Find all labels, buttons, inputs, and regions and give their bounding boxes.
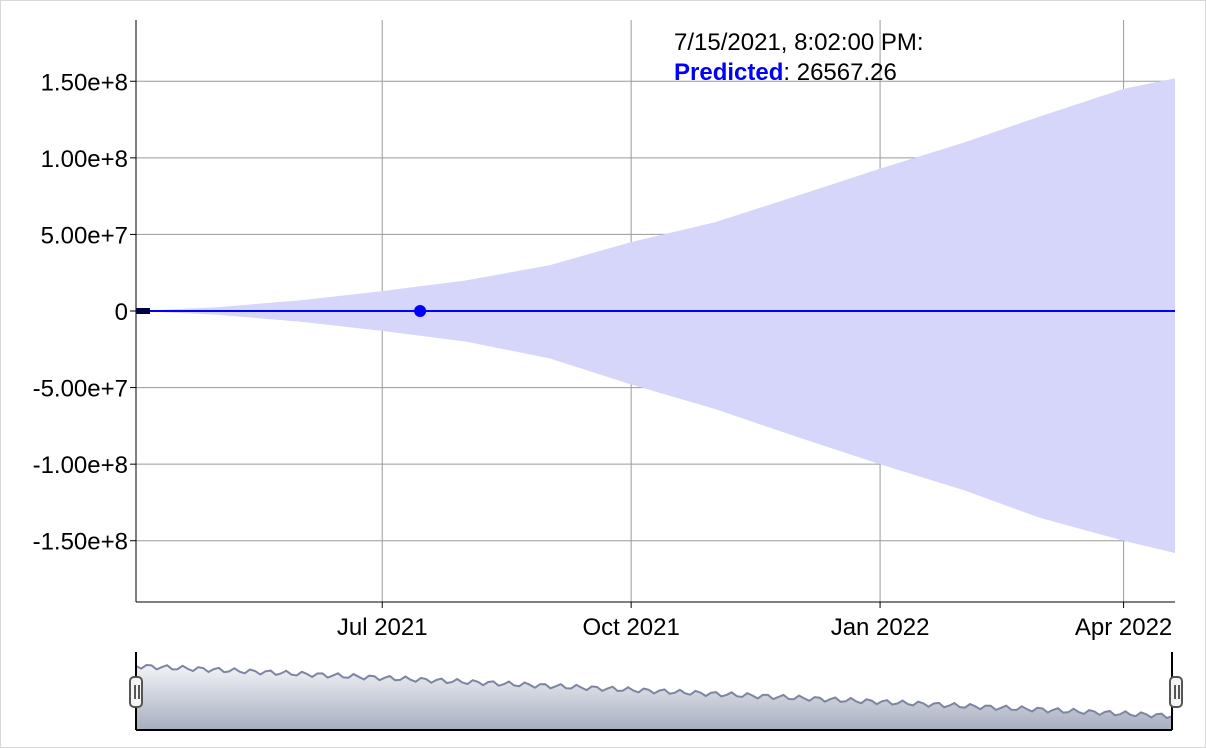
y-tick-label: -1.00e+8 bbox=[33, 452, 128, 479]
range-selector-area bbox=[136, 665, 1172, 730]
legend-series-name: Predicted bbox=[674, 59, 784, 86]
range-handle-left[interactable] bbox=[129, 676, 143, 708]
y-tick-label: 0 bbox=[115, 299, 128, 326]
range-handle-right[interactable] bbox=[1169, 676, 1183, 708]
y-tick-label: -1.50e+8 bbox=[33, 529, 128, 556]
y-tick-label: 1.50e+8 bbox=[41, 69, 128, 96]
x-tick-label: Jul 2021 bbox=[337, 614, 428, 640]
series-start-marker bbox=[136, 308, 150, 314]
x-tick-label: Jan 2022 bbox=[831, 614, 930, 640]
range-selector[interactable] bbox=[0, 640, 1206, 748]
range-selector-line bbox=[135, 663, 1173, 720]
legend-separator: : bbox=[783, 59, 797, 86]
y-tick-label: 1.00e+8 bbox=[41, 146, 128, 173]
y-tick-label: -5.00e+7 bbox=[33, 376, 128, 403]
prediction-interval-band bbox=[136, 78, 1175, 553]
y-axis-ticks: 1.50e+8 1.00e+8 5.00e+7 0 -5.00e+7 -1.00e+8 -1… bbox=[33, 69, 136, 556]
legend-timestamp: 7/15/2021, 8:02:00 PM: bbox=[674, 29, 924, 56]
legend-series-row: Predicted: 26567.26 bbox=[674, 58, 924, 88]
x-tick-label: Apr 2022 bbox=[1075, 614, 1172, 640]
forecast-chart[interactable]: 1.50e+8 1.00e+8 5.00e+7 0 -5.00e+7 -1.00e+8 -1… bbox=[0, 0, 1206, 640]
x-axis-ticks: Jul 2021 Oct 2021 Jan 2022 Apr 2022 bbox=[337, 602, 1172, 640]
range-selector-minimap bbox=[135, 652, 1173, 731]
x-tick-label: Oct 2021 bbox=[582, 614, 679, 640]
highlighted-point[interactable] bbox=[414, 304, 427, 317]
hover-legend: 7/15/2021, 8:02:00 PM: Predicted: 26567.… bbox=[674, 28, 924, 88]
y-tick-label: 5.00e+7 bbox=[41, 222, 128, 249]
legend-value: 26567.26 bbox=[796, 59, 897, 86]
